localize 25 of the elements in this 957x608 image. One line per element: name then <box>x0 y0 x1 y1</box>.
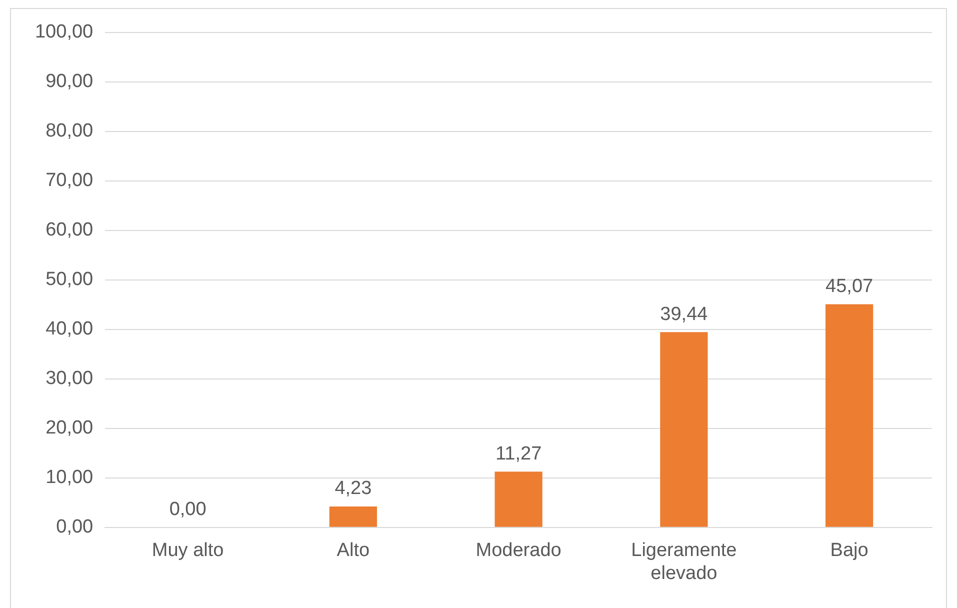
x-tick-label: Bajo <box>830 540 868 562</box>
data-label: 11,27 <box>495 443 542 464</box>
x-tick-label: Alto <box>336 540 370 562</box>
bar <box>494 472 542 527</box>
y-tick-label: 30,00 <box>46 368 94 390</box>
y-tick-label: 50,00 <box>46 269 94 290</box>
y-tick-label: 40,00 <box>46 318 94 340</box>
data-label: 39,44 <box>660 304 708 325</box>
x-tick-label: Ligeramente elevado <box>631 540 737 584</box>
y-tick-label: 100,00 <box>34 22 94 43</box>
y-tick-label: 60,00 <box>46 220 94 241</box>
bar <box>825 304 874 527</box>
y-tick-label: 90,00 <box>46 71 94 92</box>
data-label: 45,07 <box>826 276 874 298</box>
bar <box>329 506 377 527</box>
y-tick-label: 20,00 <box>46 418 94 439</box>
data-label: 0,00 <box>169 499 206 520</box>
y-tick-label: 10,00 <box>46 467 94 488</box>
x-tick-label: Muy alto <box>152 540 224 562</box>
x-tick-label: Moderado <box>476 540 562 562</box>
bar <box>660 332 708 527</box>
y-tick-label: 70,00 <box>46 170 94 192</box>
y-tick-label: 80,00 <box>46 120 94 142</box>
data-label: 4,23 <box>334 478 372 500</box>
y-tick-label: 0,00 <box>56 516 94 538</box>
